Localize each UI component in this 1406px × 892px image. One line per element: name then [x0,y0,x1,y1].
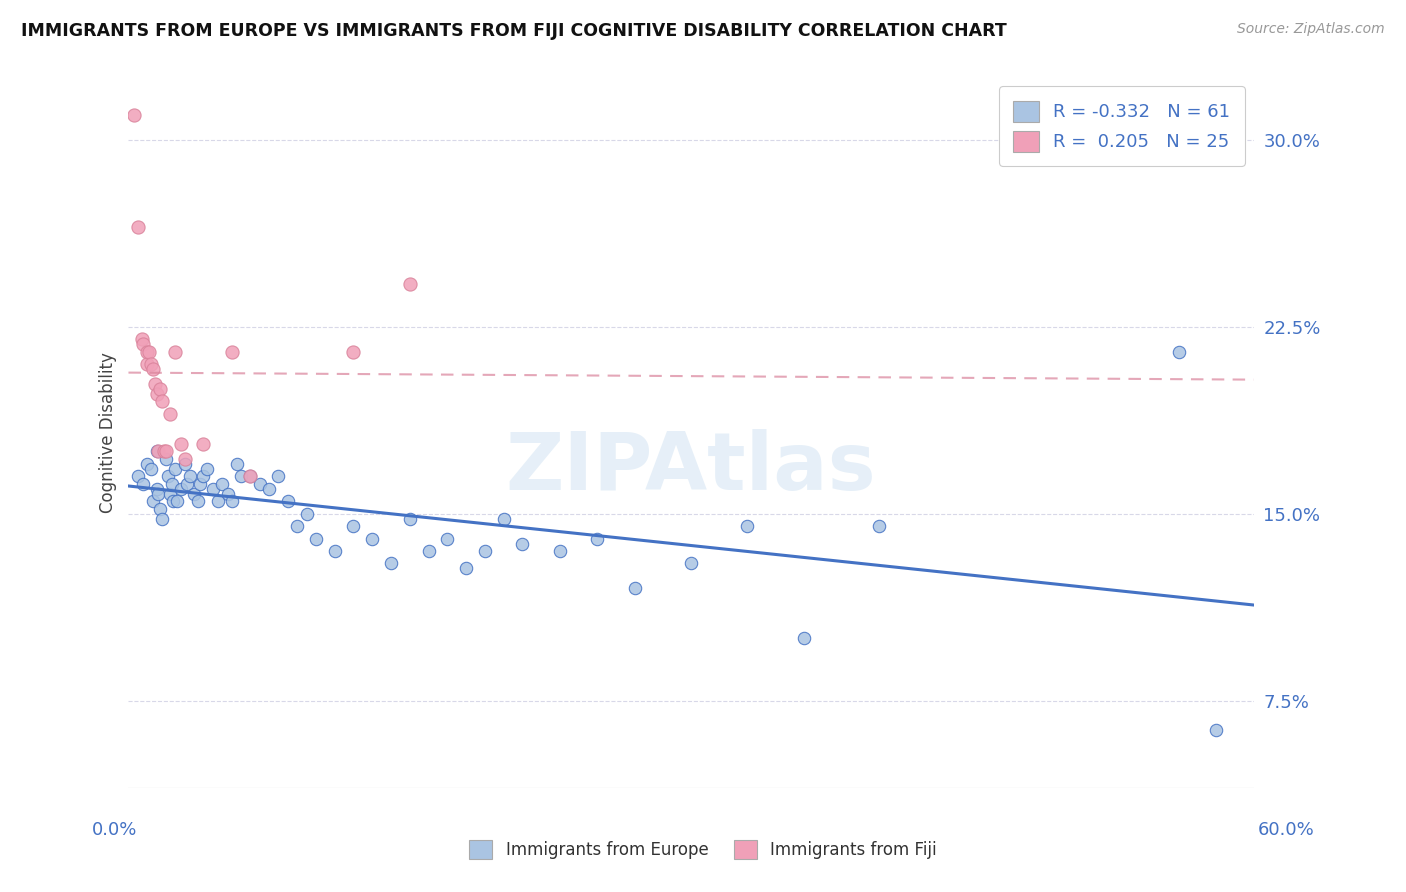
Point [221,344,243,359]
Legend: R = -0.332   N = 61, R =  0.205   N = 25: R = -0.332 N = 61, R = 0.205 N = 25 [1000,87,1244,166]
Point [132,337,155,351]
Point [398,511,420,525]
Legend: Immigrants from Europe, Immigrants from Fiji: Immigrants from Europe, Immigrants from … [463,833,943,866]
Point [211,476,233,491]
Point [239,469,262,483]
Point [139,462,162,476]
Point [195,462,218,476]
Point [159,407,181,421]
Point [188,476,211,491]
Point [136,357,159,371]
Point [145,482,167,496]
Text: 60.0%: 60.0% [1258,821,1315,838]
Point [173,451,195,466]
Point [150,394,173,409]
Point [257,482,280,496]
Point [221,494,243,508]
Point [249,476,271,491]
Point [201,482,224,496]
Text: Source: ZipAtlas.com: Source: ZipAtlas.com [1237,22,1385,37]
Point [165,344,187,359]
Point [193,469,215,483]
Point [183,486,205,500]
Point [623,582,645,596]
Point [170,437,193,451]
Point [454,561,477,575]
Point [162,494,184,508]
Point [139,357,162,371]
Point [173,457,195,471]
Point [166,494,188,508]
Point [1167,344,1189,359]
Point [149,382,172,396]
Point [380,557,402,571]
Point [323,544,346,558]
Point [145,444,167,458]
Point [226,457,249,471]
Point [148,444,170,458]
Point [156,469,179,483]
Point [138,344,160,359]
Point [361,532,384,546]
Point [229,469,252,483]
Text: 0.0%: 0.0% [91,821,136,838]
Point [793,632,815,646]
Point [131,332,153,346]
Point [548,544,571,558]
Point [217,486,239,500]
Point [132,476,155,491]
Point [207,494,229,508]
Point [153,444,176,458]
Point [136,457,159,471]
Point [127,469,149,483]
Point [510,536,533,550]
Point [127,219,149,234]
Point [436,532,458,546]
Point [145,387,167,401]
Point [142,494,165,508]
Point [187,494,209,508]
Point [122,108,145,122]
Point [474,544,496,558]
Point [305,532,328,546]
Text: ZIPAtlas: ZIPAtlas [506,429,876,508]
Point [148,486,170,500]
Point [179,469,201,483]
Point [159,486,181,500]
Point [342,519,364,533]
Point [170,482,193,496]
Point [142,362,165,376]
Point [136,344,159,359]
Y-axis label: Cognitive Disability: Cognitive Disability [100,352,117,513]
Point [737,519,759,533]
Point [398,277,420,292]
Point [239,469,262,483]
Point [285,519,308,533]
Point [155,444,177,458]
Text: IMMIGRANTS FROM EUROPE VS IMMIGRANTS FROM FIJI COGNITIVE DISABILITY CORRELATION : IMMIGRANTS FROM EUROPE VS IMMIGRANTS FRO… [21,22,1007,40]
Point [868,519,890,533]
Point [165,462,187,476]
Point [160,476,183,491]
Point [155,451,177,466]
Point [143,377,166,392]
Point [679,557,702,571]
Point [492,511,515,525]
Point [1205,723,1227,738]
Point [342,344,364,359]
Point [295,507,318,521]
Point [149,501,172,516]
Point [418,544,440,558]
Point [267,469,290,483]
Point [176,476,198,491]
Point [193,437,215,451]
Point [150,511,173,525]
Point [277,494,299,508]
Point [586,532,609,546]
